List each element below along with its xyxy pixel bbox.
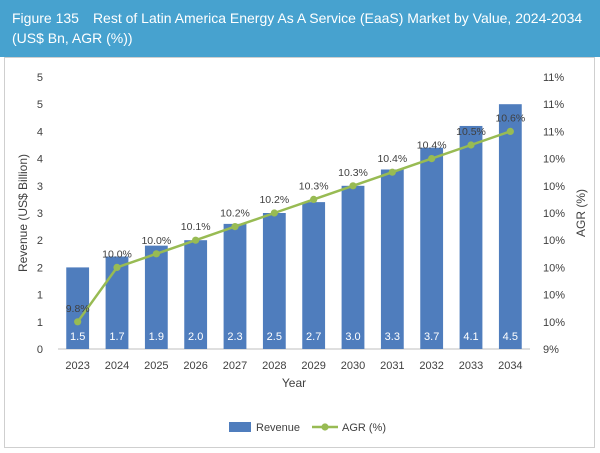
revenue-bar-label: 3.3 [385,331,400,343]
x-tick-label: 2026 [183,360,207,372]
agr-data-label: 10.0% [102,248,132,260]
x-tick-label: 2033 [459,360,483,372]
agr-point [270,209,278,217]
y2-tick-label: 10% [543,235,565,247]
revenue-bar [498,104,522,349]
revenue-bar-label: 2.5 [267,331,282,343]
legend-revenue-swatch [229,422,251,432]
agr-data-label: 10.0% [141,235,171,247]
figure-header: Figure 135 Rest of Latin America Energy A… [0,0,600,57]
legend-agr-label: AGR (%) [342,422,386,434]
x-axis-title: Year [282,376,306,390]
agr-data-label: 10.4% [377,153,407,165]
x-tick-label: 2031 [380,360,404,372]
revenue-bar [302,202,326,349]
y2-tick-label: 10% [543,181,565,193]
y2-tick-label: 11% [543,126,564,138]
agr-data-label: 10.4% [417,140,447,152]
revenue-bar [262,213,286,349]
revenue-bar [184,240,208,349]
revenue-bar-label: 2.0 [188,331,203,343]
agr-data-label: 10.1% [181,221,211,233]
agr-point [349,182,357,190]
agr-point [310,195,318,203]
revenue-bar [144,245,168,349]
revenue-bar [420,147,444,349]
y2-tick-label: 9% [543,344,559,356]
y-tick-label: 3 [37,181,43,193]
agr-data-label: 10.3% [338,167,368,179]
y2-tick-label: 10% [543,208,565,220]
x-tick-label: 2034 [498,360,522,372]
y-tick-label: 2 [37,235,43,247]
x-tick-label: 2023 [65,360,89,372]
agr-point [192,236,200,244]
revenue-bar-label: 1.5 [70,331,85,343]
agr-data-label: 10.6% [495,112,525,124]
y2-tick-label: 10% [543,262,565,274]
y-axis-title: Revenue (US$ Billion) [16,154,30,272]
revenue-bar-label: 1.9 [149,331,164,343]
revenue-bar-label: 3.7 [424,331,439,343]
agr-data-label: 10.2% [220,208,250,220]
y2-tick-label: 11% [543,99,564,111]
y2-tick-label: 10% [543,154,565,166]
x-tick-label: 2027 [223,360,247,372]
figure-title-line1: Rest of Latin America Energy As A Servic… [92,10,583,26]
legend-agr-marker [321,423,329,431]
y2-tick-label: 10% [543,317,565,329]
revenue-bar [66,267,90,349]
y-tick-label: 0 [37,344,43,356]
agr-point [467,141,475,149]
agr-data-label: 9.8% [66,303,90,315]
agr-point [506,127,514,135]
revenue-bar-label: 4.1 [463,331,478,343]
agr-point [113,263,121,271]
y-tick-label: 4 [37,154,43,166]
x-tick-label: 2025 [144,360,168,372]
agr-point [152,250,160,258]
revenue-bar [223,223,247,349]
legend-revenue-label: Revenue [256,422,300,434]
agr-data-label: 10.5% [456,126,486,138]
revenue-bar [459,125,483,350]
agr-line [76,130,511,323]
figure-title-line2: (US$ Bn, AGR (%)) [12,30,133,46]
x-tick-label: 2024 [105,360,129,372]
x-tick-label: 2028 [262,360,286,372]
y-tick-label: 5 [37,72,43,84]
revenue-bar [105,256,129,349]
revenue-bar-label: 1.7 [109,331,124,343]
revenue-bar-label: 2.3 [227,331,242,343]
x-tick-label: 2030 [341,360,365,372]
y2-tick-label: 11% [543,72,564,84]
agr-point [74,318,82,326]
revenue-bar [341,185,365,349]
chart-frame [4,57,595,448]
x-tick-label: 2032 [419,360,443,372]
revenue-bar-label: 4.5 [503,331,518,343]
agr-point [231,223,239,231]
y2-tick-label: 10% [543,290,565,302]
y-tick-label: 5 [37,99,43,111]
revenue-bar-label: 2.7 [306,331,321,343]
y-tick-label: 1 [37,290,43,302]
agr-data-label: 10.3% [299,180,329,192]
figure-label: Figure 135 [12,10,79,26]
agr-data-label: 10.2% [259,194,289,206]
y-tick-label: 4 [37,126,43,138]
agr-point [428,155,436,163]
agr-point [388,168,396,176]
revenue-bar-label: 3.0 [345,331,360,343]
y2-axis-title: AGR (%) [574,189,588,237]
y-tick-label: 2 [37,262,43,274]
revenue-bar [380,169,404,349]
y-tick-label: 1 [37,317,43,329]
x-tick-label: 2029 [301,360,325,372]
y-tick-label: 3 [37,208,43,220]
